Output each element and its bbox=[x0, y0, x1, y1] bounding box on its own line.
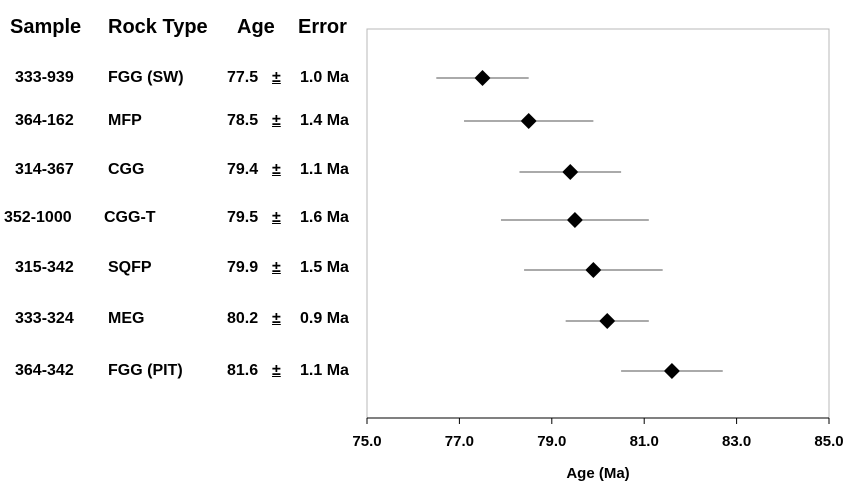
x-tick-label: 85.0 bbox=[814, 433, 843, 450]
sample-id: 333-939 bbox=[15, 69, 74, 86]
age-value: 79.9 bbox=[227, 259, 259, 276]
age-value: 79.5 bbox=[227, 209, 259, 226]
age-value: 78.5 bbox=[227, 112, 259, 129]
x-tick-label: 83.0 bbox=[722, 433, 751, 450]
error-value: 1.1 Ma bbox=[300, 362, 349, 379]
plus-minus: ± bbox=[272, 362, 281, 379]
sample-id: 364-342 bbox=[15, 362, 74, 379]
plus-minus: ± bbox=[272, 209, 281, 226]
sample-id: 314-367 bbox=[15, 161, 74, 178]
rock-type: SQFP bbox=[108, 259, 152, 276]
x-tick-label: 77.0 bbox=[445, 433, 474, 450]
header-sample: Sample bbox=[10, 16, 82, 38]
data-point-diamond bbox=[562, 164, 579, 180]
rock-type: MFP bbox=[108, 112, 142, 129]
sample-id: 333-324 bbox=[15, 310, 74, 327]
plus-minus: ± bbox=[272, 161, 281, 178]
data-point-diamond bbox=[585, 262, 602, 278]
rock-type: CGG bbox=[108, 161, 145, 178]
x-tick-label: 75.0 bbox=[352, 433, 381, 450]
error-value: 1.1 Ma bbox=[300, 161, 349, 178]
sample-id: 315-342 bbox=[15, 259, 74, 276]
table-row: 315-342 SQFP 79.9 ± 1.5 Ma bbox=[0, 256, 370, 280]
error-value: 1.6 Ma bbox=[300, 209, 349, 226]
data-point-diamond bbox=[663, 363, 680, 379]
data-points bbox=[436, 70, 723, 379]
plus-minus: ± bbox=[272, 310, 281, 327]
plot-frame bbox=[366, 28, 830, 419]
table-row: 333-324 MEG 80.2 ± 0.9 Ma bbox=[0, 307, 370, 331]
table-row: 333-939 FGG (SW) 77.5 ± 1.0 Ma bbox=[0, 66, 370, 90]
error-value: 1.0 Ma bbox=[300, 69, 349, 86]
sample-id: 364-162 bbox=[15, 112, 74, 129]
rock-type: FGG (PIT) bbox=[108, 362, 183, 379]
rock-type: CGG-T bbox=[104, 209, 156, 226]
data-point-diamond bbox=[566, 212, 583, 228]
header-age: Age bbox=[237, 16, 275, 38]
x-tick-label: 81.0 bbox=[630, 433, 659, 450]
error-value: 0.9 Ma bbox=[300, 310, 349, 327]
data-point-diamond bbox=[474, 70, 491, 86]
error-value: 1.4 Ma bbox=[300, 112, 349, 129]
age-value: 77.5 bbox=[227, 69, 259, 86]
plus-minus: ± bbox=[272, 259, 281, 276]
rock-type: MEG bbox=[108, 310, 145, 327]
table-row: 314-367 CGG 79.4 ± 1.1 Ma bbox=[0, 158, 370, 182]
x-axis-title: Age (Ma) bbox=[566, 465, 629, 482]
table-row: 352-1000 CGG-T 79.5 ± 1.6 Ma bbox=[0, 206, 370, 230]
plus-minus: ± bbox=[272, 112, 281, 129]
table-row: 364-342 FGG (PIT) 81.6 ± 1.1 Ma bbox=[0, 359, 370, 383]
table-row: 364-162 MFP 78.5 ± 1.4 Ma bbox=[0, 109, 370, 133]
age-value: 81.6 bbox=[227, 362, 259, 379]
sample-id: 352-1000 bbox=[4, 209, 72, 226]
header-error: Error bbox=[298, 16, 347, 38]
age-value: 80.2 bbox=[227, 310, 259, 327]
error-value: 1.5 Ma bbox=[300, 259, 349, 276]
plus-minus: ± bbox=[272, 69, 281, 86]
rock-type: FGG (SW) bbox=[108, 69, 184, 86]
data-point-diamond bbox=[599, 313, 616, 329]
data-point-diamond bbox=[520, 113, 537, 129]
header-rock-type: Rock Type bbox=[108, 16, 208, 38]
age-value: 79.4 bbox=[227, 161, 259, 178]
x-axis-ticks: 75.0 77.0 79.0 81.0 83.0 85.0 bbox=[352, 418, 844, 450]
x-tick-label: 79.0 bbox=[537, 433, 566, 450]
